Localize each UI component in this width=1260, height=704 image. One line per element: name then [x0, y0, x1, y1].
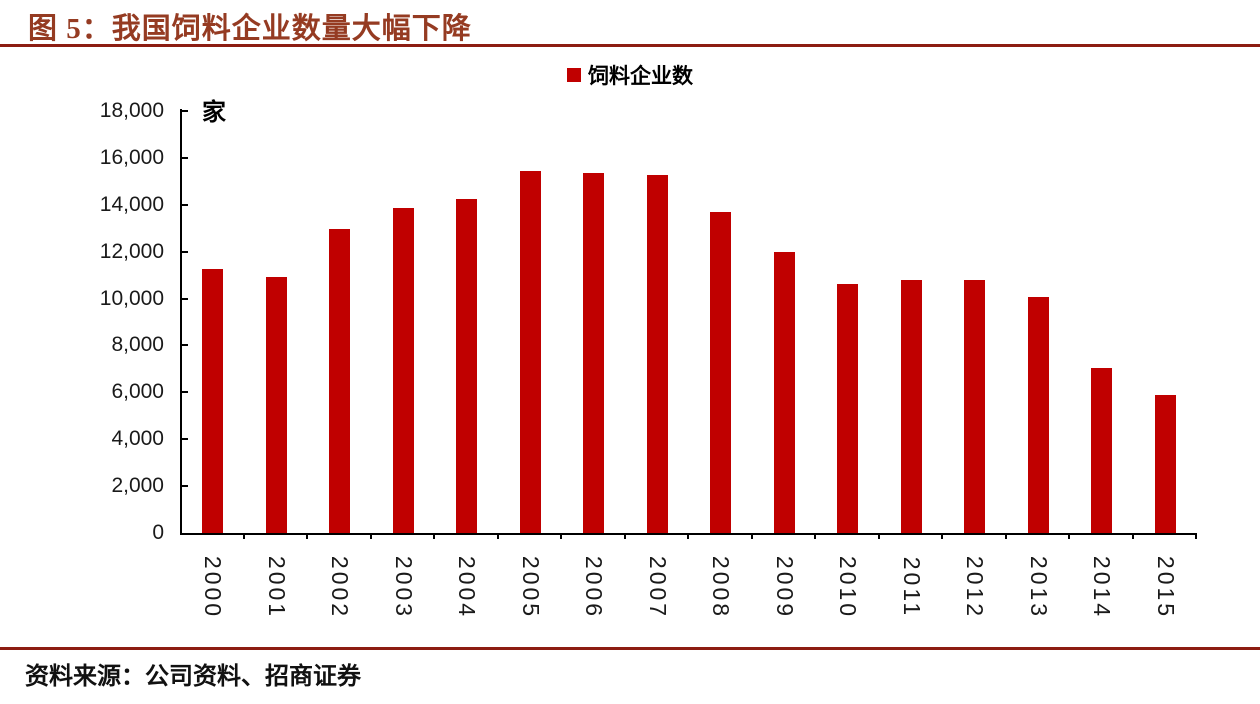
x-axis-label-text: 2004: [454, 555, 481, 619]
y-tick-label: 0: [152, 521, 164, 544]
bar-2002: [329, 229, 351, 533]
x-axis-label-2014: 2014: [1088, 545, 1116, 629]
x-axis-label-text: 2008: [708, 555, 735, 619]
bar-2005: [519, 171, 541, 533]
x-tick-mark: [1004, 533, 1007, 539]
bar-2001: [265, 277, 287, 533]
bar-2010: [837, 284, 859, 533]
x-tick-mark: [941, 533, 943, 539]
x-axis-label-2005: 2005: [516, 545, 544, 629]
x-tick-mark: [814, 533, 816, 539]
x-axis-label-text: 2015: [1152, 555, 1179, 619]
x-axis-label-2006: 2006: [580, 545, 608, 629]
bar-2006: [583, 173, 605, 533]
x-tick-mark: [433, 533, 435, 539]
y-tick-mark: [181, 110, 188, 112]
y-tick-label: 8,000: [111, 333, 164, 357]
bar-2007: [646, 175, 668, 533]
x-tick-mark: [750, 533, 753, 539]
y-tick-mark: [181, 391, 188, 394]
x-tick-mark: [496, 533, 499, 539]
bar-2015: [1154, 395, 1176, 533]
x-axis-label-2012: 2012: [961, 545, 989, 629]
x-axis-label-text: 2007: [644, 555, 671, 619]
x-axis-label-text: 2003: [390, 555, 417, 619]
chart-legend: 饲料企业数: [567, 60, 693, 90]
x-axis-label-text: 2000: [200, 555, 227, 619]
x-axis-label-text: 2005: [517, 555, 544, 619]
x-axis-label-text: 2006: [581, 555, 608, 619]
x-axis-label-text: 2009: [771, 555, 798, 619]
y-tick-mark: [181, 297, 188, 300]
x-axis-label-2001: 2001: [262, 545, 290, 629]
x-axis-label-text: 2011: [898, 556, 925, 618]
x-tick-mark: [369, 533, 372, 539]
x-axis-label-2007: 2007: [643, 545, 671, 629]
bar-2011: [900, 280, 922, 533]
x-axis-label-2004: 2004: [453, 545, 481, 629]
legend-swatch-icon: [567, 68, 581, 82]
y-tick-mark: [181, 203, 188, 206]
bar-2004: [456, 199, 478, 533]
x-axis-label-2015: 2015: [1151, 545, 1179, 629]
bar-2008: [710, 212, 732, 533]
x-tick-mark: [242, 533, 245, 539]
x-axis-label-2008: 2008: [707, 545, 735, 629]
bar-2014: [1091, 368, 1113, 533]
x-axis-label-text: 2014: [1089, 555, 1116, 619]
y-tick-mark: [181, 485, 188, 488]
x-tick-mark: [687, 533, 689, 539]
x-axis-label-2009: 2009: [770, 545, 798, 629]
x-axis-label-text: 2010: [835, 555, 862, 619]
y-tick-label: 10,000: [99, 286, 164, 310]
x-axis-label-text: 2001: [263, 555, 290, 619]
y-tick-label: 6,000: [111, 380, 164, 404]
legend-series-label: 饲料企业数: [588, 64, 693, 88]
y-tick-label: 2,000: [111, 474, 164, 498]
x-axis-label-2011: 2011: [897, 545, 925, 629]
y-tick-label: 18,000: [99, 99, 164, 122]
y-axis-unit-label: 家: [202, 100, 226, 126]
bar-2009: [773, 252, 795, 533]
bar-2013: [1027, 297, 1049, 533]
x-tick-mark: [1131, 533, 1134, 539]
y-tick-label: 16,000: [99, 145, 164, 169]
y-tick-mark: [181, 344, 188, 347]
x-tick-mark: [877, 533, 880, 539]
x-tick-mark: [306, 533, 308, 539]
y-tick-label: 4,000: [111, 427, 164, 451]
bar-2012: [964, 280, 986, 533]
x-axis-label-text: 2002: [327, 555, 354, 619]
y-tick-label: 14,000: [99, 192, 164, 216]
x-axis-label-2013: 2013: [1024, 545, 1052, 629]
x-axis-label-2002: 2002: [326, 545, 354, 629]
y-tick-mark: [181, 250, 188, 253]
x-tick-mark: [623, 533, 626, 539]
source-note: 资料来源：公司资料、招商证券: [25, 664, 361, 690]
x-axis-label-text: 2012: [962, 555, 989, 619]
bar-2000: [202, 269, 224, 533]
x-tick-mark: [1068, 533, 1070, 539]
x-axis-label-2000: 2000: [199, 545, 227, 629]
x-axis-label-text: 2013: [1025, 555, 1052, 619]
x-tick-mark: [560, 533, 562, 539]
y-tick-mark: [181, 156, 188, 159]
y-tick-label: 12,000: [99, 239, 164, 263]
source-divider-rule: [0, 647, 1260, 650]
y-tick-mark: [181, 438, 188, 441]
figure-title: 图 5：我国饲料企业数量大幅下降: [28, 13, 472, 45]
x-tick-mark: [1195, 533, 1197, 539]
y-axis-line: [180, 109, 182, 535]
title-divider-rule: [0, 44, 1260, 47]
x-axis-label-2010: 2010: [834, 545, 862, 629]
bar-2003: [392, 208, 414, 533]
x-axis-label-2003: 2003: [389, 545, 417, 629]
